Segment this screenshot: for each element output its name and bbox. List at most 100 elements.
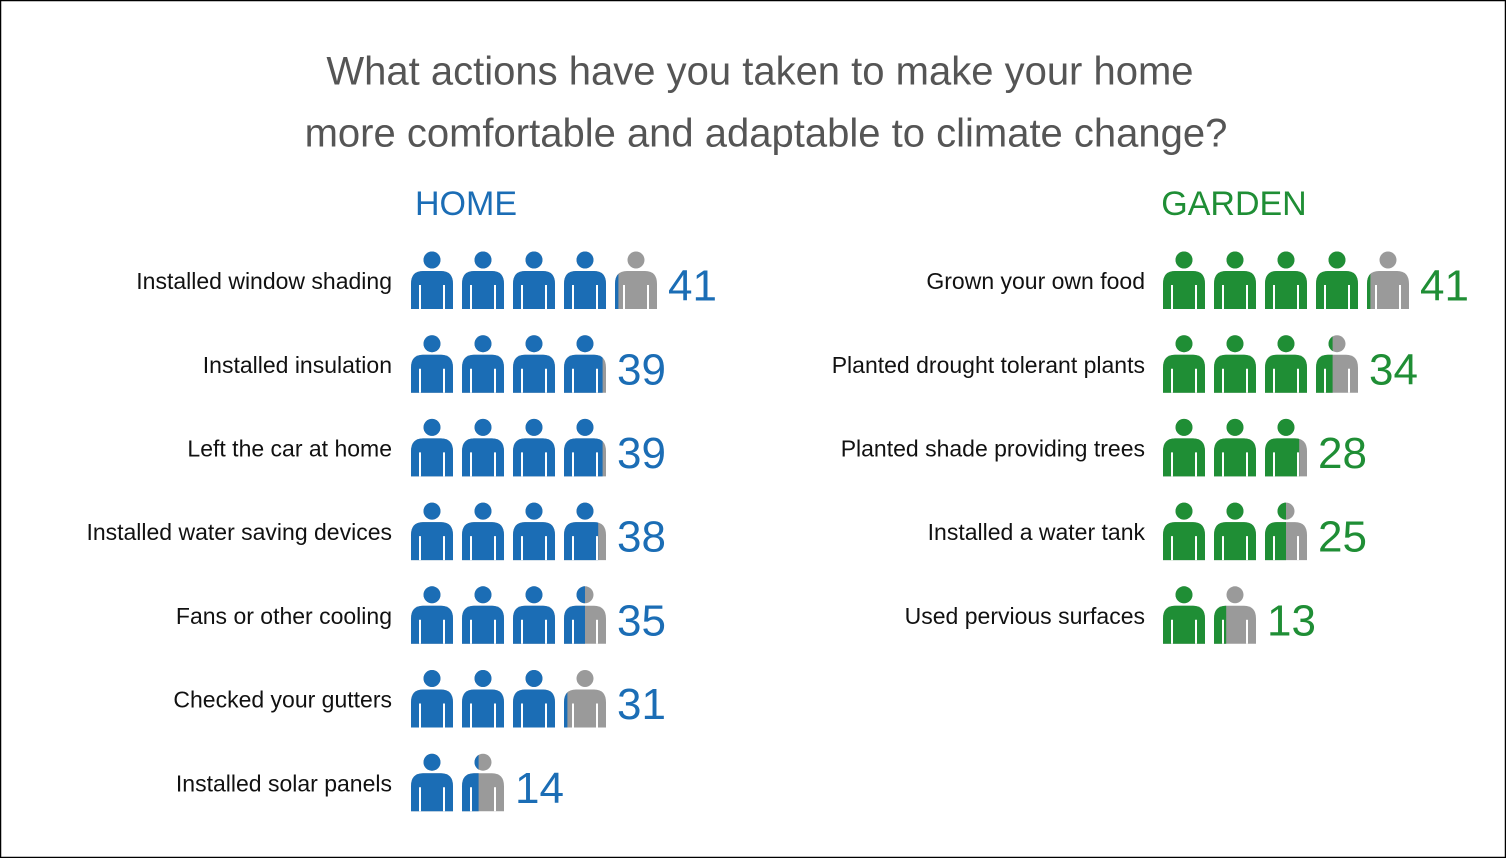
icon-body (1214, 271, 1256, 309)
icon-body (1214, 354, 1256, 393)
icon-fill (1163, 335, 1205, 393)
icon-fill (513, 670, 555, 728)
icon-body (1163, 438, 1205, 477)
icon-fill (564, 586, 585, 644)
person-icon (1367, 251, 1409, 309)
icon-body (564, 271, 606, 309)
person-icon (1214, 586, 1256, 644)
icon-body (513, 522, 555, 561)
icon-head (627, 251, 645, 269)
icon-body (1265, 354, 1307, 393)
icon-body (1163, 522, 1205, 561)
icon-body (564, 692, 568, 728)
icon-fill (513, 251, 555, 309)
icon-body (411, 605, 453, 644)
person-icon (564, 418, 606, 477)
value-label: 35 (617, 596, 666, 645)
person-icon (462, 418, 504, 477)
icon-body (513, 605, 555, 644)
person-icon (1163, 251, 1205, 309)
icon-fill (1265, 335, 1307, 393)
title-line: What actions have you taken to make your… (326, 50, 1193, 94)
person-icon (462, 670, 504, 728)
icon-fill (1265, 418, 1300, 477)
icon-body (462, 605, 504, 644)
person-icon (462, 502, 504, 561)
person-icon (1214, 251, 1256, 309)
person-icon (1163, 586, 1205, 644)
row-label: Grown your own food (926, 268, 1145, 294)
value-label: 38 (617, 513, 666, 562)
icon-head (576, 586, 585, 604)
icon-fill (1163, 586, 1205, 644)
icon-body (1163, 605, 1205, 644)
icon-fill (411, 586, 453, 644)
icon-fill (1214, 335, 1256, 393)
icon-body (564, 605, 585, 644)
icon-head (423, 502, 441, 520)
icon-fill (1214, 418, 1256, 477)
icon-body (513, 271, 555, 309)
value-label: 14 (515, 764, 564, 813)
person-icon (1265, 335, 1307, 393)
icon-fill (411, 335, 453, 393)
person-icon (1265, 418, 1307, 477)
icon-fill (462, 754, 479, 812)
icon-body (411, 271, 453, 309)
value-label: 41 (1420, 262, 1469, 311)
icon-head (474, 753, 492, 771)
icon-head (1328, 251, 1346, 269)
icon-body (411, 522, 453, 561)
icon-head (1328, 336, 1333, 351)
icon-fill (1214, 605, 1227, 644)
icon-fill (1367, 273, 1371, 309)
icon-body (462, 271, 504, 309)
person-icon (462, 251, 504, 309)
icon-head (1277, 418, 1295, 436)
icon-fill (513, 335, 555, 393)
icon-fill (411, 251, 453, 309)
icon-head (576, 670, 594, 687)
icon-fill (1163, 251, 1205, 309)
icon-head (1226, 502, 1244, 520)
icon-body (462, 689, 504, 728)
icon-head (474, 418, 492, 436)
icon-body (1367, 271, 1409, 309)
icon-head (1277, 502, 1286, 520)
icon-body (1265, 522, 1286, 561)
person-icon (513, 586, 555, 644)
icon-body (615, 273, 619, 309)
row-label: Left the car at home (187, 435, 392, 461)
person-icon (462, 586, 504, 644)
value-label: 39 (617, 345, 666, 394)
title-line: more comfortable and adaptable to climat… (305, 112, 1228, 156)
row-label: Installed water saving devices (86, 519, 392, 545)
icon-fill (513, 418, 555, 477)
icon-body (411, 354, 453, 393)
row-label: Used pervious surfaces (905, 603, 1145, 629)
icon-body (462, 438, 504, 477)
icon-body (1163, 354, 1205, 393)
icon-head (1226, 418, 1244, 436)
icon-head (576, 502, 594, 520)
person-icon (513, 418, 555, 477)
icon-fill (462, 251, 504, 309)
icon-fill (513, 586, 555, 644)
person-icon (513, 670, 555, 728)
value-label: 34 (1369, 345, 1418, 394)
icon-body (513, 354, 555, 393)
icon-head (576, 251, 594, 269)
person-icon (564, 670, 606, 728)
icon-body (564, 438, 603, 477)
icon-fill (1316, 336, 1333, 393)
person-icon (411, 418, 453, 477)
person-icon (1316, 335, 1358, 393)
icon-head (423, 586, 441, 604)
icon-head (1175, 335, 1193, 353)
icon-head (525, 670, 543, 687)
icon-fill (564, 692, 568, 728)
row-label: Checked your gutters (173, 687, 392, 713)
icon-body (1214, 438, 1256, 477)
icon-head (1175, 586, 1193, 604)
